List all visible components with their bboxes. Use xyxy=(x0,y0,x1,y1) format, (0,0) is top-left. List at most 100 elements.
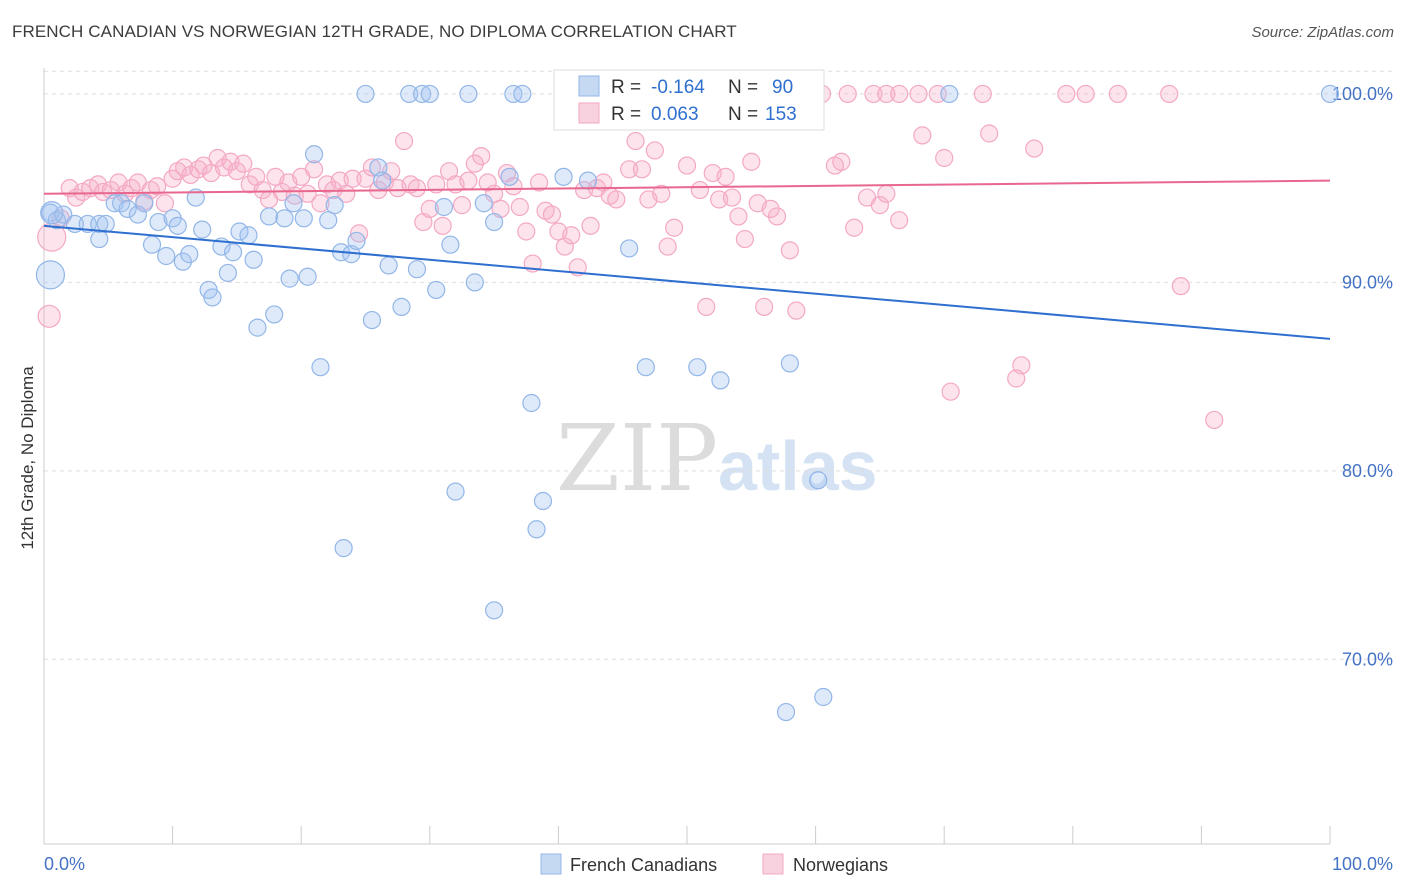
french-point-38 xyxy=(304,145,324,164)
axes xyxy=(43,68,1331,845)
stats-r-label-norwegian: R = xyxy=(611,104,641,125)
norwegian-point-137 xyxy=(973,84,992,104)
french-point-48 xyxy=(373,171,392,190)
norwegian-point-78 xyxy=(562,226,581,245)
norwegian-point-30 xyxy=(253,180,272,200)
norwegian-point-21 xyxy=(194,156,213,175)
norwegian-point-90 xyxy=(645,141,664,160)
norwegian-point-81 xyxy=(581,216,600,235)
french-point-79 xyxy=(527,520,546,539)
norwegian-point-106 xyxy=(761,199,780,218)
norwegian-point-47 xyxy=(362,158,382,177)
norwegian-point-64 xyxy=(472,147,491,166)
french-point-29 xyxy=(244,250,263,269)
y-axis-label: 12th Grade, No Diploma xyxy=(18,366,37,550)
french-point-25 xyxy=(218,263,237,283)
french-point-35 xyxy=(284,194,303,213)
french-point-56 xyxy=(434,197,454,217)
norwegian-big-point-1 xyxy=(37,304,61,328)
legend-label-french-canadians: French Canadians xyxy=(570,855,717,875)
watermark-zip: ZIP xyxy=(556,405,718,512)
french-point-30 xyxy=(248,318,267,337)
norwegian-point-73 xyxy=(530,173,549,192)
norwegian-point-87 xyxy=(626,131,645,151)
norwegian-point-94 xyxy=(677,156,697,175)
french-point-12 xyxy=(135,194,154,213)
norwegian-point-118 xyxy=(890,211,909,230)
french-point-23 xyxy=(203,288,222,307)
french-point-71 xyxy=(688,358,707,377)
french-point-20 xyxy=(186,188,205,207)
french-point-36 xyxy=(294,209,313,228)
legend: French Canadians Norwegians xyxy=(540,853,888,875)
norwegian-point-123 xyxy=(1025,139,1044,158)
french-point-46 xyxy=(362,310,382,330)
french-point-69 xyxy=(636,358,655,377)
norwegian-point-92 xyxy=(658,237,677,256)
norwegian-point-107 xyxy=(767,207,787,226)
norwegian-point-127 xyxy=(1205,410,1224,430)
stats-swatch-norwegian xyxy=(578,102,600,124)
y-tick-label-3: 70.0% xyxy=(1342,649,1393,669)
norwegian-point-121 xyxy=(941,382,960,401)
norwegian-point-139 xyxy=(1076,84,1095,104)
french-point-77 xyxy=(446,482,465,501)
norwegian-point-65 xyxy=(478,173,497,192)
french-point-82 xyxy=(940,84,959,104)
norwegian-point-69 xyxy=(504,177,523,196)
french-point-44 xyxy=(347,231,366,251)
norwegian-point-44 xyxy=(343,169,362,188)
stats-r-label-french: R = xyxy=(611,77,641,98)
french-point-34 xyxy=(280,269,299,288)
norwegian-point-27 xyxy=(234,154,253,173)
norwegian-point-119 xyxy=(913,126,932,145)
norwegian-point-114 xyxy=(845,218,864,237)
norwegian-point-57 xyxy=(427,175,446,194)
norwegian-point-52 xyxy=(394,131,414,151)
norwegian-point-18 xyxy=(175,158,194,177)
french-point-14 xyxy=(149,212,168,232)
norwegian-point-126 xyxy=(1171,277,1190,296)
norwegian-point-122 xyxy=(980,124,999,143)
french-point-81 xyxy=(485,601,504,620)
french-trend-line xyxy=(43,224,1331,340)
french-point-31 xyxy=(259,207,279,226)
norwegian-point-133 xyxy=(877,84,896,104)
french-point-64 xyxy=(513,84,532,104)
norwegian-point-103 xyxy=(742,152,761,171)
trend-lines xyxy=(43,179,1331,340)
legend-swatch-norwegians xyxy=(762,853,784,875)
french-point-55 xyxy=(427,280,446,300)
stats-r-value-norwegian: 0.063 xyxy=(651,104,699,125)
norwegian-point-102 xyxy=(735,229,754,249)
norwegian-point-77 xyxy=(555,237,574,256)
norwegian-point-108 xyxy=(780,241,799,260)
french-point-75 xyxy=(814,687,833,707)
french-point-58 xyxy=(459,84,478,104)
french-point-7 xyxy=(96,214,115,234)
watermark-atlas: atlas xyxy=(718,427,878,505)
norwegian-trend-line xyxy=(43,179,1331,195)
french-point-60 xyxy=(474,194,493,213)
norwegian-point-95 xyxy=(690,180,709,200)
norwegian-point-88 xyxy=(632,160,652,179)
norwegian-point-71 xyxy=(517,222,536,241)
legend-label-norwegians: Norwegians xyxy=(793,855,888,875)
french-point-6 xyxy=(90,229,109,249)
norwegian-point-138 xyxy=(1057,84,1076,104)
norwegian-point-37 xyxy=(298,184,317,203)
stats-n-value-norwegian: 153 xyxy=(765,104,797,125)
french-point-19 xyxy=(180,245,199,264)
french-point-40 xyxy=(319,211,338,230)
french-point-37 xyxy=(298,267,317,286)
french-point-74 xyxy=(809,471,828,490)
norwegian-point-85 xyxy=(607,190,626,209)
y-tick-label-0: 100.0% xyxy=(1332,84,1393,104)
french-point-33 xyxy=(275,209,294,228)
norwegian-point-132 xyxy=(864,84,883,104)
norwegian-point-14 xyxy=(148,177,167,196)
norwegian-point-61 xyxy=(452,196,472,215)
french-point-66 xyxy=(554,167,573,186)
norwegian-point-135 xyxy=(909,84,928,104)
norwegian-point-113 xyxy=(832,152,851,171)
